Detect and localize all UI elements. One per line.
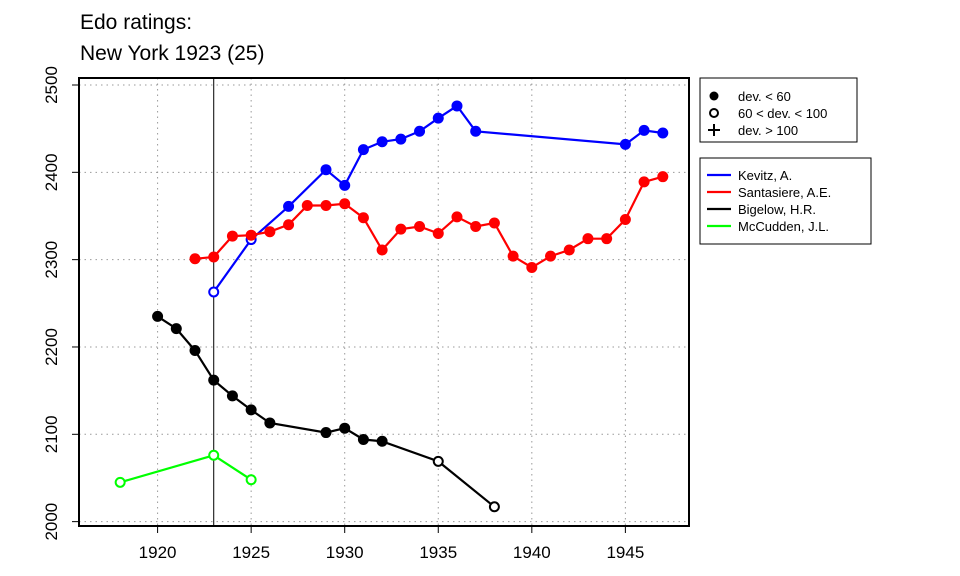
data-point [301, 200, 313, 212]
data-point [507, 250, 519, 262]
data-point [395, 133, 407, 145]
data-point [395, 223, 407, 235]
y-tick-label: 2200 [42, 328, 61, 366]
data-point [320, 164, 332, 176]
data-point [638, 176, 650, 188]
data-point [357, 434, 369, 446]
series-layer [114, 100, 669, 513]
data-point [189, 344, 201, 356]
y-tick-label: 2300 [42, 241, 61, 279]
x-tick-label: 1935 [419, 543, 457, 562]
data-point-open [114, 476, 126, 488]
data-point [226, 230, 238, 242]
data-point [451, 100, 463, 112]
data-point [226, 390, 238, 402]
data-point [601, 233, 613, 245]
y-tick-label: 2000 [42, 503, 61, 541]
data-point [619, 138, 631, 150]
filled-circle-icon [709, 91, 719, 101]
y-tick-label: 2100 [42, 415, 61, 453]
data-point [357, 144, 369, 156]
y-axis: 2000 2100 2200 2300 2400 2500 [42, 66, 79, 541]
data-point [208, 374, 220, 386]
series-line [156, 315, 496, 508]
data-point [320, 427, 332, 439]
data-point [357, 212, 369, 224]
x-tick-label: 1920 [139, 543, 177, 562]
data-point [339, 422, 351, 434]
plus-icon [708, 124, 720, 136]
open-circle-icon [709, 108, 719, 118]
data-point [264, 226, 276, 238]
data-point [470, 125, 482, 137]
data-point [339, 179, 351, 191]
chart-title-line-2: New York 1923 (25) [80, 42, 264, 65]
data-point [320, 200, 332, 212]
data-point [619, 213, 631, 225]
x-tick-label: 1930 [326, 543, 364, 562]
y-tick-label: 2400 [42, 153, 61, 191]
data-point [526, 262, 538, 274]
data-point [432, 112, 444, 124]
data-point [339, 198, 351, 210]
data-point-open [488, 501, 500, 513]
data-point [283, 200, 295, 212]
data-point [245, 404, 257, 416]
series-legend-label: McCudden, J.L. [738, 219, 829, 234]
data-point [170, 323, 182, 335]
x-tick-label: 1925 [232, 543, 270, 562]
data-point [488, 217, 500, 229]
series-legend-label: Bigelow, H.R. [738, 202, 816, 217]
series-legend-label: Santasiere, A.E. [738, 185, 831, 200]
series-1 [189, 171, 669, 274]
marker-legend: dev. < 60 60 < dev. < 100 dev. > 100 [699, 77, 858, 143]
data-point [563, 244, 575, 256]
series-line [194, 175, 664, 269]
data-point [582, 233, 594, 245]
marker-legend-label: 60 < dev. < 100 [738, 106, 827, 121]
data-point [376, 136, 388, 148]
data-point [264, 417, 276, 429]
plot-frame [78, 77, 690, 527]
data-point [432, 227, 444, 239]
x-tick-label: 1945 [606, 543, 644, 562]
data-point [657, 127, 669, 139]
data-point [414, 220, 426, 232]
x-tick-label: 1940 [513, 543, 551, 562]
data-point-open [208, 449, 220, 461]
x-axis: 1920 1925 1930 1935 1940 1945 [139, 526, 644, 562]
data-point-open [432, 455, 444, 467]
data-point [189, 253, 201, 265]
data-point [376, 435, 388, 447]
series-legend-box [699, 157, 872, 245]
marker-legend-box [699, 77, 858, 143]
data-point [245, 229, 257, 241]
data-point-open [208, 286, 220, 298]
data-point [657, 171, 669, 183]
data-point [451, 211, 463, 223]
data-point-open [245, 474, 257, 486]
data-point [152, 310, 164, 322]
chart-title-line-1: Edo ratings: [80, 11, 192, 34]
series-legend: Kevitz, A. Santasiere, A.E. Bigelow, H.R. M… [699, 157, 872, 245]
series-legend-label: Kevitz, A. [738, 168, 792, 183]
data-point [376, 244, 388, 256]
data-point [283, 219, 295, 231]
series-0 [208, 100, 669, 298]
series-3 [114, 449, 257, 488]
series-line [119, 454, 252, 484]
y-tick-label: 2500 [42, 66, 61, 104]
data-point [414, 125, 426, 137]
marker-legend-label: dev. < 60 [738, 89, 791, 104]
series-2 [152, 310, 500, 513]
data-point [470, 220, 482, 232]
data-point [545, 250, 557, 262]
marker-legend-label: dev. > 100 [738, 123, 798, 138]
data-point [208, 251, 220, 263]
data-point [638, 124, 650, 136]
